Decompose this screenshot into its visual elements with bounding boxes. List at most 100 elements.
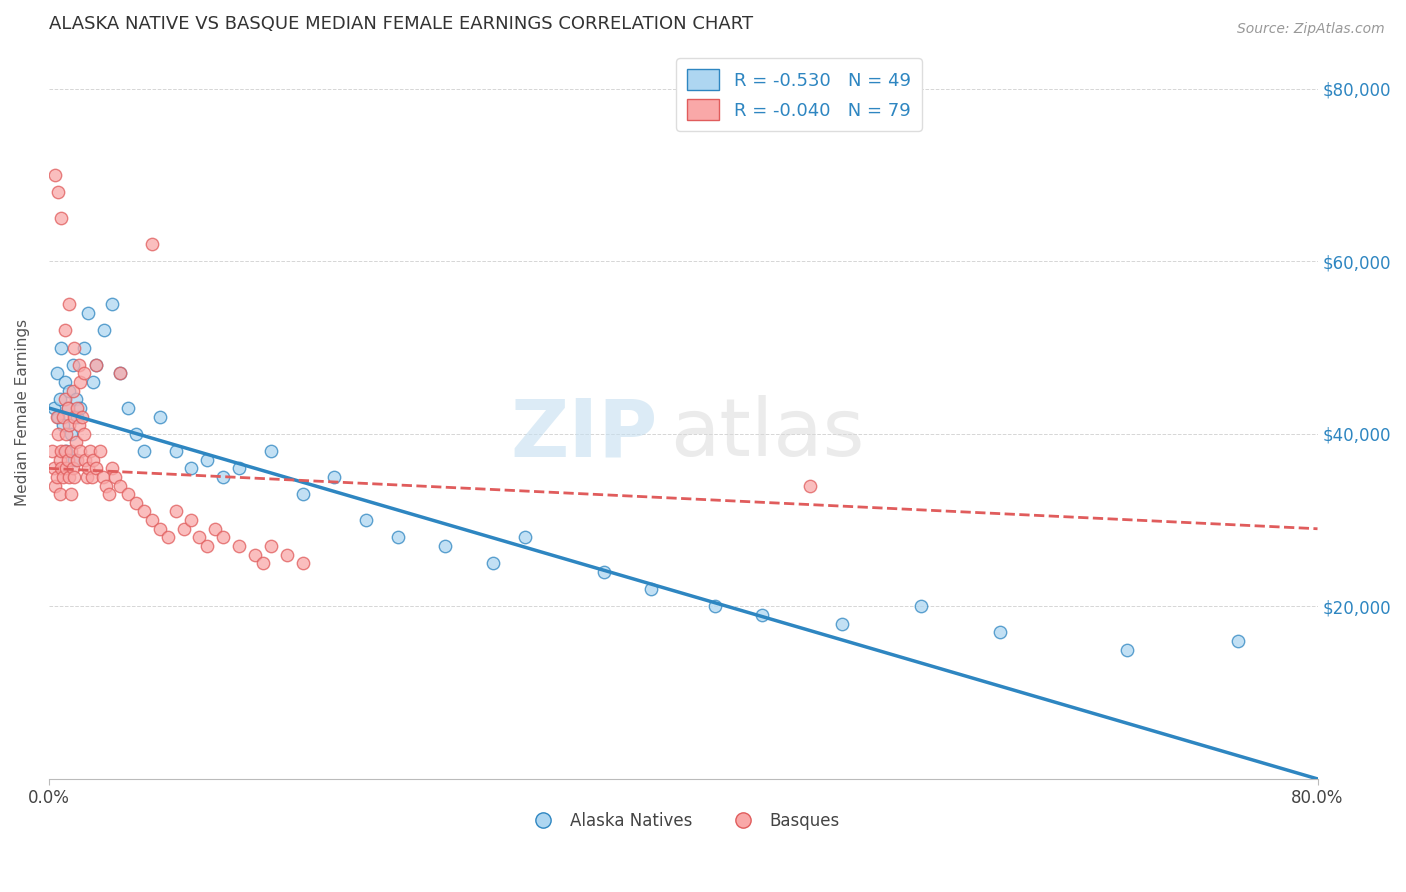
Point [51,341,73,355]
Point [49,487,72,501]
Point [108,367,131,381]
Point [101,461,124,475]
Point [125,496,148,510]
Point [640,582,662,596]
Point [58,384,80,398]
Y-axis label: Median Female Earnings: Median Female Earnings [15,318,30,506]
Point [125,426,148,441]
Point [89,444,111,458]
Point [703,599,725,614]
Point [260,539,283,553]
Point [434,539,457,553]
Point [53,392,76,407]
Point [212,470,235,484]
Point [69,401,91,415]
Point [77,306,100,320]
Point [93,323,115,337]
Point [86,358,108,372]
Point [80,470,103,484]
Point [77,461,100,475]
Point [65,392,87,407]
Point [141,513,163,527]
Point [104,470,127,484]
Point [291,556,314,570]
Point [212,530,235,544]
Text: ALASKA NATIVE VS BASQUE MEDIAN FEMALE EARNINGS CORRELATION CHART: ALASKA NATIVE VS BASQUE MEDIAN FEMALE EA… [49,15,752,33]
Point [55,461,77,475]
Legend: Alaska Natives, Basques: Alaska Natives, Basques [520,805,846,837]
Point [482,556,505,570]
Point [132,444,155,458]
Point [42,461,65,475]
Point [228,539,250,553]
Point [58,470,80,484]
Point [67,418,90,433]
Point [70,409,93,424]
Point [69,444,91,458]
Point [58,297,80,311]
Point [79,444,101,458]
Point [117,401,139,415]
Point [98,487,121,501]
Point [86,358,108,372]
Point [49,452,72,467]
Point [141,237,163,252]
Point [76,470,98,484]
Point [63,470,86,484]
Point [165,444,187,458]
Point [228,461,250,475]
Point [751,607,773,622]
Point [276,548,298,562]
Point [387,530,409,544]
Point [62,461,84,475]
Point [51,211,73,226]
Point [53,375,76,389]
Point [51,461,73,475]
Point [592,565,614,579]
Point [108,367,131,381]
Point [63,409,86,424]
Point [49,392,72,407]
Point [46,186,69,200]
Point [63,341,86,355]
Point [62,384,84,398]
Point [188,530,211,544]
Point [910,599,932,614]
Point [41,444,63,458]
Text: atlas: atlas [671,395,865,474]
Point [65,435,87,450]
Point [52,418,75,433]
Point [156,530,179,544]
Point [173,522,195,536]
Point [988,625,1011,640]
Point [91,470,114,484]
Point [72,367,94,381]
Point [354,513,377,527]
Point [260,444,283,458]
Point [44,168,66,182]
Point [82,452,104,467]
Point [1227,633,1250,648]
Point [82,375,104,389]
Point [252,556,274,570]
Point [799,478,821,492]
Point [117,487,139,501]
Point [58,418,80,433]
Point [101,297,124,311]
Point [66,401,89,415]
Point [243,548,266,562]
Point [62,358,84,372]
Point [513,530,536,544]
Point [195,539,218,553]
Point [66,409,89,424]
Point [86,461,108,475]
Text: Source: ZipAtlas.com: Source: ZipAtlas.com [1237,22,1385,37]
Point [94,478,117,492]
Point [55,444,77,458]
Point [45,470,67,484]
Point [132,504,155,518]
Point [42,401,65,415]
Point [195,452,218,467]
Point [59,487,82,501]
Point [55,426,77,441]
